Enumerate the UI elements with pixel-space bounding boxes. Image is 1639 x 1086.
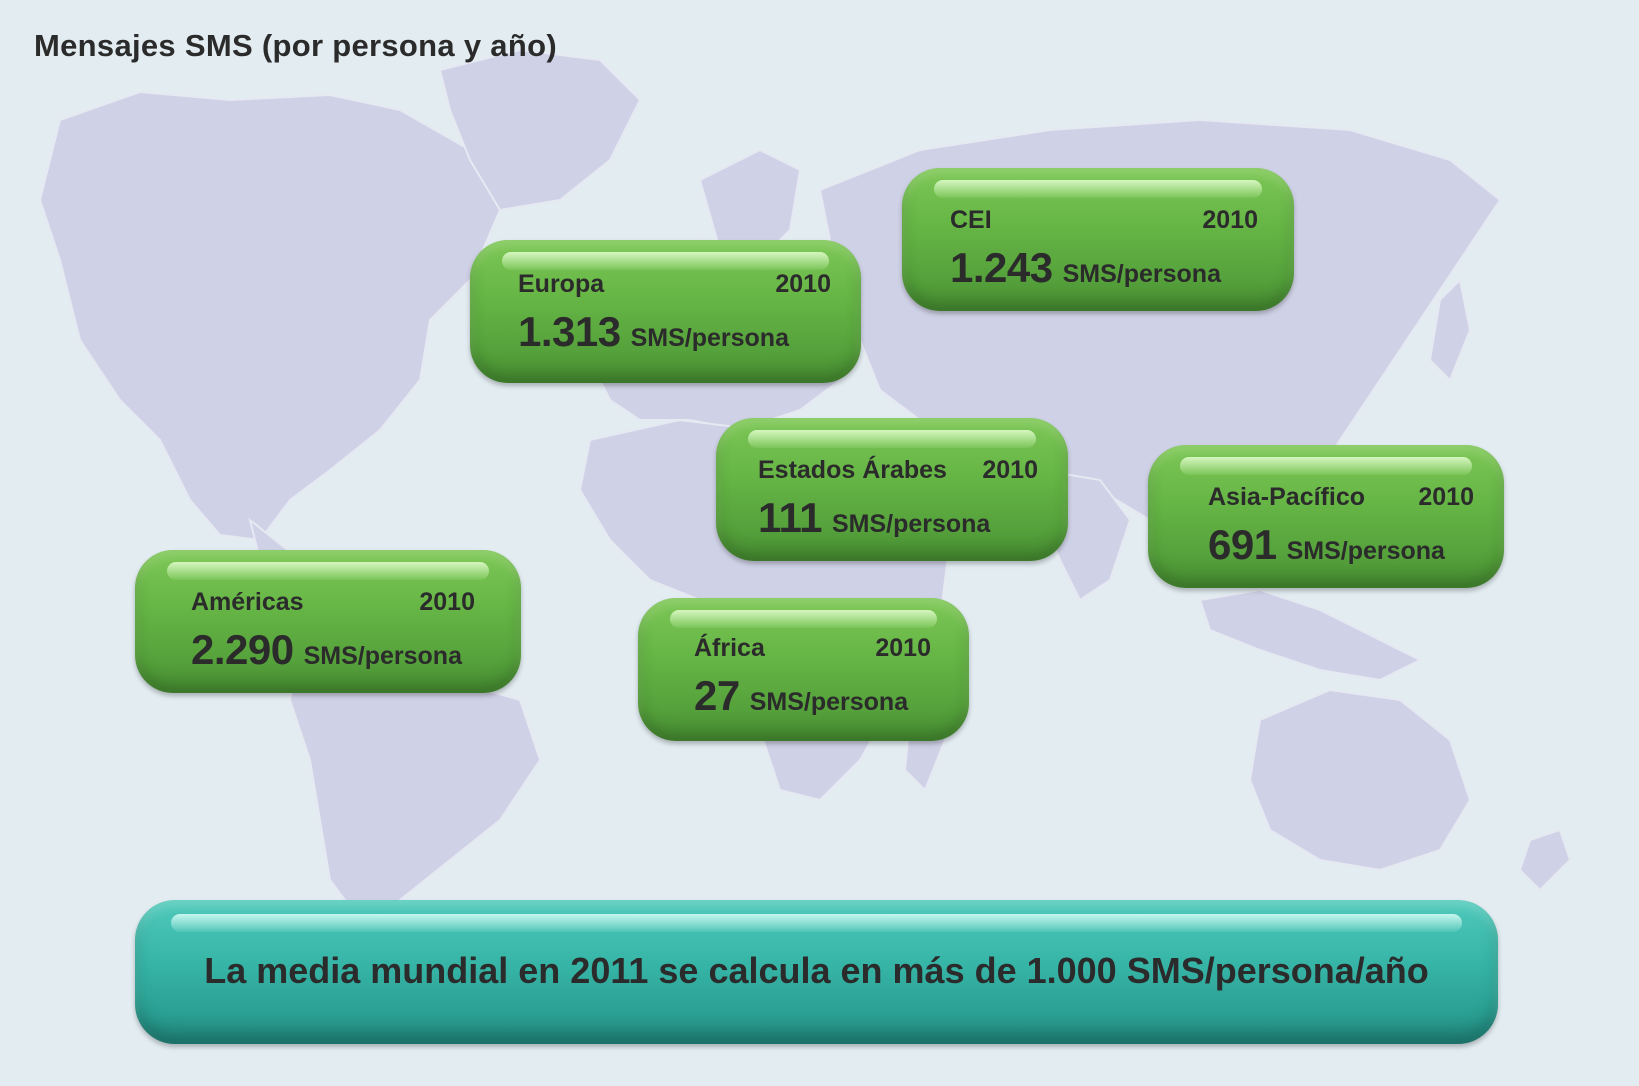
southeast-asia-islands — [1198, 588, 1423, 682]
region-name: Europa — [518, 270, 605, 298]
region-name: África — [694, 634, 765, 662]
region-year: 2010 — [982, 456, 1038, 484]
region-box-cei: CEI 2010 1.243 SMS/persona — [902, 168, 1294, 311]
region-name: CEI — [950, 206, 992, 234]
region-name: Estados Árabes — [758, 456, 947, 484]
region-box-estados-arabes: Estados Árabes 2010 111 SMS/persona — [716, 418, 1068, 561]
region-unit: SMS/persona — [831, 510, 991, 538]
region-year: 2010 — [875, 634, 931, 662]
region-unit: SMS/persona — [1062, 260, 1221, 288]
region-unit: SMS/persona — [1286, 537, 1445, 565]
new-zealand-land — [1518, 828, 1572, 892]
region-box-americas: Américas 2010 2.290 SMS/persona — [135, 550, 521, 693]
region-box-asia-pacifico: Asia-Pacífico 2010 691 SMS/persona — [1148, 445, 1504, 588]
region-unit: SMS/persona — [303, 642, 462, 670]
region-name: Asia-Pacífico — [1208, 483, 1366, 511]
region-year: 2010 — [419, 588, 475, 616]
region-year: 2010 — [1418, 483, 1474, 511]
region-value: 1.313 — [518, 308, 621, 355]
region-unit: SMS/persona — [630, 324, 789, 352]
page-title: Mensajes SMS (por persona y año) — [34, 28, 557, 63]
australia-land — [1248, 688, 1472, 872]
world-average-banner: La media mundial en 2011 se calcula en m… — [135, 900, 1498, 1044]
region-year: 2010 — [1202, 206, 1258, 234]
region-value: 27 — [694, 672, 740, 719]
greenland-land — [438, 48, 642, 212]
north-america-land — [38, 90, 502, 542]
region-box-europa: Europa 2010 1.313 SMS/persona — [470, 240, 861, 383]
region-value: 2.290 — [191, 626, 294, 673]
world-average-text: La media mundial en 2011 se calcula en m… — [204, 950, 1429, 991]
region-name: Américas — [191, 588, 304, 616]
region-box-africa: África 2010 27 SMS/persona — [638, 598, 969, 741]
region-value: 111 — [758, 494, 822, 541]
region-unit: SMS/persona — [749, 688, 909, 716]
region-year: 2010 — [775, 270, 831, 298]
region-value: 1.243 — [950, 244, 1053, 291]
region-value: 691 — [1208, 521, 1277, 568]
japan-land — [1428, 277, 1472, 382]
